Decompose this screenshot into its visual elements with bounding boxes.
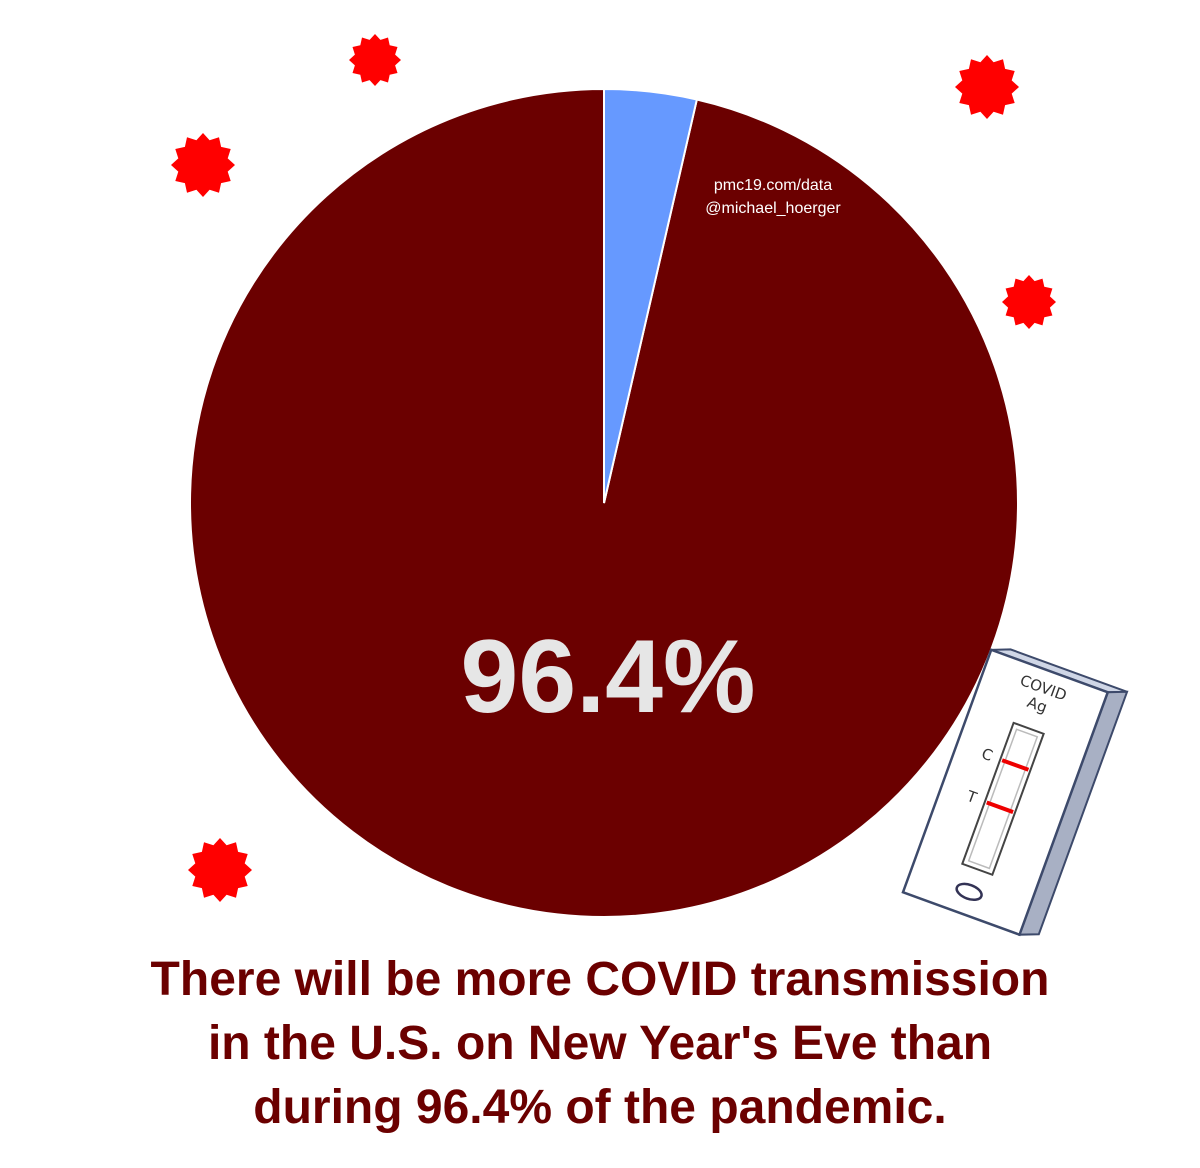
caption-line-1: There will be more COVID transmission [150,953,1050,1006]
covid-test-strip-icon: COVID Ag C T [901,648,1129,937]
test-line [986,800,1014,814]
watermark-handle: @michael_hoerger [705,200,841,217]
pie-center-label: 96.4% [461,619,756,735]
pie-slices [189,87,1019,918]
virus-icon [349,34,401,86]
virus-icon [1002,275,1056,329]
watermark-url: pmc19.com/data [714,177,832,194]
caption-line-2: in the U.S. on New Year's Eve than [207,1017,993,1070]
caption: There will be more COVID transmission in… [0,948,1200,1140]
virus-icon [188,838,252,902]
virus-icon [171,133,235,197]
virus-decorations [171,34,1056,902]
test-strip-subtitle: Ag [1025,693,1050,717]
virus-icon [955,55,1019,119]
caption-line-3: during 96.4% of the pandemic. [253,1081,947,1134]
pie-slice-1 [603,87,699,504]
control-line [1001,758,1030,772]
